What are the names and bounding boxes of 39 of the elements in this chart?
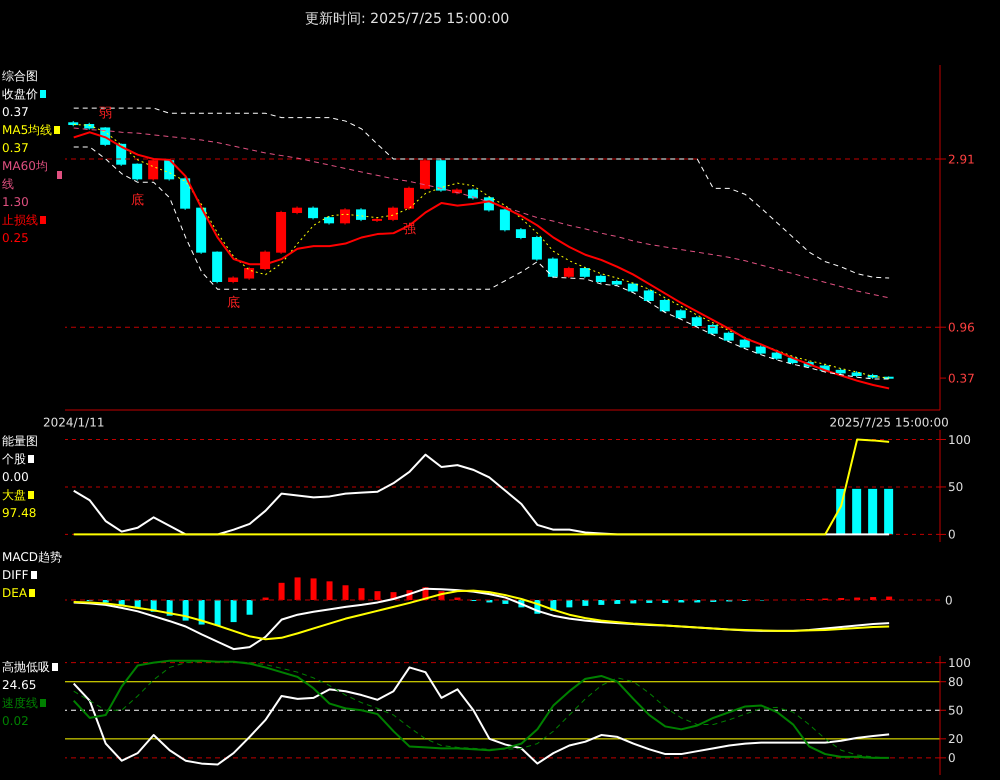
annotation: 弱 bbox=[99, 106, 112, 122]
chart-title: MACD趋势 bbox=[2, 549, 62, 566]
text: 24.65 bbox=[2, 677, 38, 694]
legend-label: 大盘 bbox=[2, 487, 26, 504]
text: 1.30 bbox=[2, 194, 30, 211]
text: 0.37 bbox=[2, 104, 30, 121]
legend-label: DEA bbox=[2, 585, 28, 602]
y-tick-label: 50 bbox=[948, 480, 964, 494]
legend-label: MA5均线 bbox=[2, 122, 52, 139]
annotation: 底 bbox=[227, 295, 240, 310]
text: 0.25 bbox=[2, 230, 30, 247]
chart-subtitle: 更新时间: 2025/7/25 15:00:00 bbox=[305, 10, 510, 28]
y-tick-label: 0.96 bbox=[948, 320, 975, 334]
text: 0.02 bbox=[2, 713, 30, 730]
legend-label: 速度线 bbox=[2, 695, 38, 712]
y-tick-label: 50 bbox=[948, 704, 964, 718]
y-tick-label: 2.91 bbox=[948, 152, 975, 166]
chart-title: 能量图 bbox=[2, 433, 39, 450]
legend-label: DIFF bbox=[2, 567, 29, 584]
y-tick-label: 100 bbox=[948, 432, 971, 447]
text: 0.00 bbox=[2, 469, 30, 486]
x-tick-label: 2025/7/25 15:00:00 bbox=[830, 416, 949, 430]
text: 0.37 bbox=[2, 140, 30, 157]
text: 97.48 bbox=[2, 505, 38, 522]
y-tick-label: 0.37 bbox=[948, 371, 975, 386]
annotation: 强 bbox=[402, 222, 416, 238]
legend-label: 止损线 bbox=[2, 212, 38, 229]
annotation: 底 bbox=[131, 192, 144, 208]
y-tick-label: 0 bbox=[948, 528, 956, 542]
legend-label: 高抛低吸 bbox=[2, 659, 50, 676]
y-tick-label: 20 bbox=[948, 732, 964, 746]
x-tick-label: 2024/1/11 bbox=[42, 416, 104, 430]
legend-label: MA60均线 bbox=[2, 158, 49, 193]
y-tick-label: 100 bbox=[948, 656, 971, 670]
y-tick-label: 80 bbox=[948, 674, 964, 689]
legend-label: 收盘价 bbox=[2, 86, 38, 103]
legend-label: 个股 bbox=[2, 451, 26, 468]
y-tick-label: 0 bbox=[948, 751, 956, 766]
chart-title: 综合图 bbox=[2, 68, 39, 85]
